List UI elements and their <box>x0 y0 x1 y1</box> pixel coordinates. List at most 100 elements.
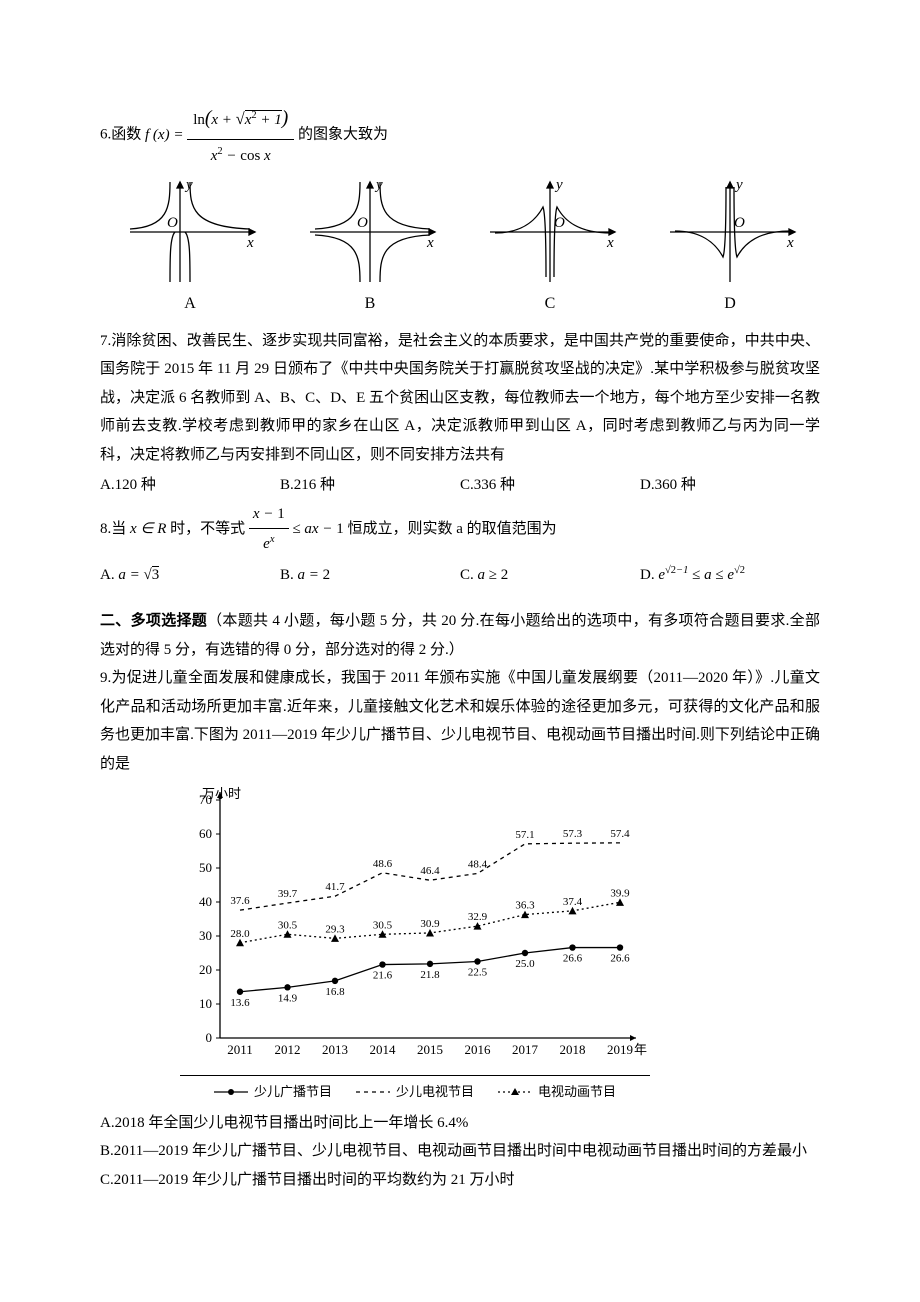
svg-text:57.1: 57.1 <box>515 829 534 841</box>
svg-text:21.6: 21.6 <box>373 970 393 982</box>
q6-graph-a: O x y A <box>100 177 280 319</box>
q6-suffix: 的图象大致为 <box>298 127 388 143</box>
q7-option-b: B.216 种 <box>280 471 460 500</box>
svg-text:y: y <box>734 177 743 193</box>
svg-text:30: 30 <box>199 928 212 943</box>
svg-text:y: y <box>554 177 563 193</box>
svg-text:36.3: 36.3 <box>515 900 535 912</box>
section2-tail: （本题共 4 小题，每小题 5 分，共 20 分.在每小题给出的选项中，有多项符… <box>100 613 820 658</box>
svg-text:10: 10 <box>199 996 212 1011</box>
q6-graph-c: O x y C <box>460 177 640 319</box>
svg-text:50: 50 <box>199 860 212 875</box>
legend-tv: 少儿电视节目 <box>356 1080 474 1105</box>
q8-suffix: 恒成立，则实数 a 的取值范围为 <box>347 521 556 537</box>
svg-text:26.6: 26.6 <box>610 953 630 965</box>
section2-head: 二、多项选择题（本题共 4 小题，每小题 5 分，共 20 分.在每小题给出的选… <box>100 607 820 664</box>
legend-anim-label: 电视动画节目 <box>538 1080 616 1105</box>
q8-b-label: B. <box>280 567 298 583</box>
q6-stem: 6.函数 f (x) = ln(x + √x2 + 1) x2 − cos x … <box>100 100 820 171</box>
section2-title: 二、多项选择题 <box>100 613 207 629</box>
svg-text:57.4: 57.4 <box>610 828 630 840</box>
svg-text:37.4: 37.4 <box>563 896 583 908</box>
q8-mid: 时，不等式 <box>170 521 249 537</box>
svg-text:x: x <box>246 235 254 251</box>
svg-text:57.3: 57.3 <box>563 829 583 841</box>
svg-text:30.5: 30.5 <box>278 920 298 932</box>
svg-text:O: O <box>167 215 178 231</box>
q6-label-b: B <box>280 289 460 319</box>
q7-option-a: A.120 种 <box>100 471 280 500</box>
svg-text:37.6: 37.6 <box>230 896 250 908</box>
svg-text:2013: 2013 <box>322 1042 348 1057</box>
svg-text:2019: 2019 <box>607 1042 633 1057</box>
svg-text:30.9: 30.9 <box>420 918 440 930</box>
svg-text:32.9: 32.9 <box>468 912 488 924</box>
q8-options: A. a = √3 B. a = 2 C. a ≥ 2 D. e√2−1 ≤ a… <box>100 561 820 590</box>
q8-a-label: A. <box>100 567 118 583</box>
q9-chart: 010203040506070万小时2011201220132014201520… <box>180 782 820 1104</box>
q7-text: 7.消除贫困、改善民生、逐步实现共同富裕，是社会主义的本质要求，是中国共产党的重… <box>100 327 820 470</box>
svg-text:y: y <box>374 177 383 193</box>
q8-option-d: D. e√2−1 ≤ a ≤ e√2 <box>640 561 820 590</box>
q9-text: 9.为促进儿童全面发展和健康成长，我国于 2011 年颁布实施《中国儿童发展纲要… <box>100 664 820 778</box>
svg-text:39.7: 39.7 <box>278 888 298 900</box>
svg-text:21.8: 21.8 <box>420 969 440 981</box>
svg-text:26.6: 26.6 <box>563 953 583 965</box>
svg-text:16.8: 16.8 <box>325 986 345 998</box>
q8-prefix: 8.当 <box>100 521 130 537</box>
svg-text:2016: 2016 <box>465 1042 492 1057</box>
svg-text:20: 20 <box>199 962 212 977</box>
q6-label-d: D <box>640 289 820 319</box>
q9-option-a: A.2018 年全国少儿电视节目播出时间比上一年增长 6.4% <box>100 1109 820 1138</box>
svg-text:48.4: 48.4 <box>468 859 488 871</box>
svg-text:29.3: 29.3 <box>325 924 345 936</box>
q8-option-a: A. a = √3 <box>100 561 280 590</box>
q8-option-c: C. a ≥ 2 <box>460 561 640 590</box>
q6-prefix: 6.函数 <box>100 127 145 143</box>
q8-ineq: x − 1 ex ≤ ax − 1 <box>249 500 344 559</box>
legend-radio-label: 少儿广播节目 <box>254 1080 332 1105</box>
q8-option-b: B. a = 2 <box>280 561 460 590</box>
svg-text:30.5: 30.5 <box>373 920 393 932</box>
svg-text:O: O <box>357 215 368 231</box>
svg-text:O: O <box>554 215 565 231</box>
svg-text:x: x <box>426 235 434 251</box>
q9-option-c: C.2011—2019 年少儿广播节目播出时间的平均数约为 21 万小时 <box>100 1166 820 1195</box>
svg-text:x: x <box>786 235 794 251</box>
q7-option-c: C.336 种 <box>460 471 640 500</box>
svg-text:0: 0 <box>206 1030 213 1045</box>
svg-text:48.6: 48.6 <box>373 858 393 870</box>
svg-text:39.9: 39.9 <box>610 888 630 900</box>
svg-text:22.5: 22.5 <box>468 967 488 979</box>
q9-option-b: B.2011—2019 年少儿广播节目、少儿电视节目、电视动画节目播出时间中电视… <box>100 1137 820 1166</box>
svg-text:41.7: 41.7 <box>325 882 345 894</box>
q7-options: A.120 种 B.216 种 C.336 种 D.360 种 <box>100 471 820 500</box>
svg-text:28.0: 28.0 <box>230 928 250 940</box>
q7-option-d: D.360 种 <box>640 471 820 500</box>
q6-graphs: O x y A O x y B <box>100 177 820 319</box>
legend-radio: 少儿广播节目 <box>214 1080 332 1105</box>
svg-text:40: 40 <box>199 894 212 909</box>
q8-stem: 8.当 x ∈ R 时，不等式 x − 1 ex ≤ ax − 1 恒成立，则实… <box>100 500 820 559</box>
svg-text:14.9: 14.9 <box>278 993 298 1005</box>
svg-text:万小时: 万小时 <box>202 786 241 801</box>
q6-label-c: C <box>460 289 640 319</box>
svg-text:2017: 2017 <box>512 1042 539 1057</box>
q8-d-label: D. <box>640 567 658 583</box>
svg-text:2018: 2018 <box>560 1042 586 1057</box>
svg-text:2011: 2011 <box>227 1042 253 1057</box>
legend-tv-label: 少儿电视节目 <box>396 1080 474 1105</box>
svg-text:y: y <box>184 177 193 193</box>
q8-c-label: C. <box>460 567 478 583</box>
q6-formula: f (x) = ln(x + √x2 + 1) x2 − cos x <box>145 100 294 171</box>
q6-label-a: A <box>100 289 280 319</box>
svg-text:46.4: 46.4 <box>420 866 440 878</box>
svg-text:13.6: 13.6 <box>230 997 250 1009</box>
svg-text:25.0: 25.0 <box>515 958 535 970</box>
legend-anim: 电视动画节目 <box>498 1080 616 1105</box>
q6-graph-b: O x y B <box>280 177 460 319</box>
svg-text:年: 年 <box>634 1042 647 1057</box>
svg-text:2012: 2012 <box>275 1042 301 1057</box>
q6-graph-d: O x y D <box>640 177 820 319</box>
q8-cond: x ∈ R <box>130 521 166 537</box>
